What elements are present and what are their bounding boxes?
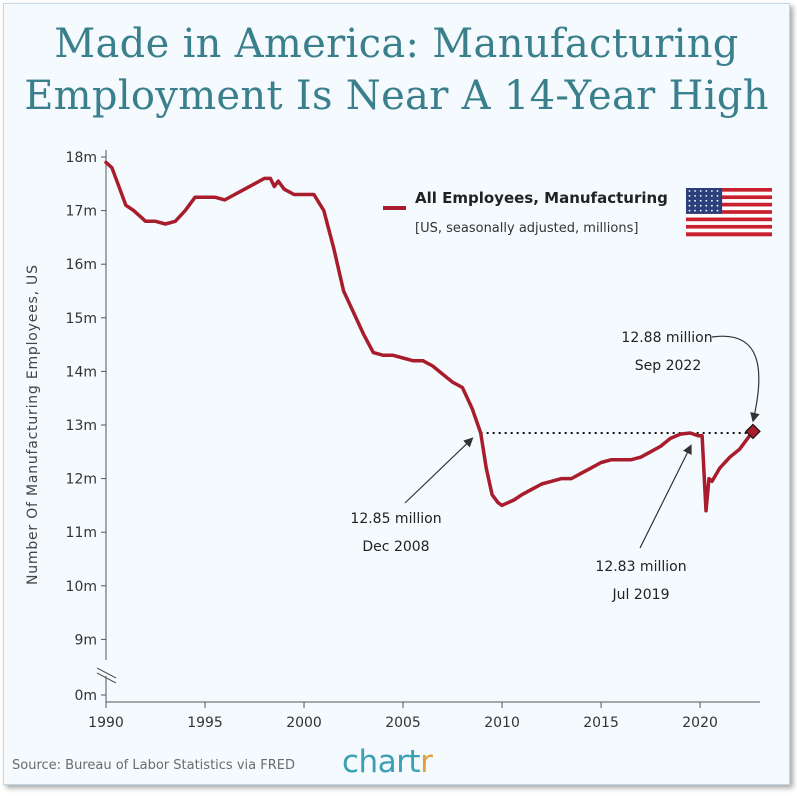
annotation-value-label: 12.85 million <box>350 511 441 527</box>
y-tick-label: 10m <box>66 579 97 595</box>
annotation-date-label: Jul 2019 <box>612 587 670 603</box>
us-flag-icon <box>686 188 772 237</box>
legend-sublabel: [US, seasonally adjusted, millions] <box>415 221 638 236</box>
annotation-value-label: 12.83 million <box>595 559 686 575</box>
y-tick-label: 12m <box>66 472 97 488</box>
y-axis-title: Number Of Manufacturing Employees, US <box>25 265 41 585</box>
source-note: Source: Bureau of Labor Statistics via F… <box>12 758 295 773</box>
y-tick-label: 16m <box>66 257 97 273</box>
axis-break-mark <box>96 672 117 684</box>
annotation-value-label: 12.88 million <box>621 330 712 346</box>
annotation-date-label: Dec 2008 <box>362 539 429 555</box>
chart-title: Made in America: Manufacturing Employmen… <box>4 18 789 122</box>
annotation-arrow <box>404 437 474 504</box>
y-tick-label: 9m <box>74 632 97 648</box>
endpoint-marker <box>745 423 761 440</box>
logo-accent-text: r <box>420 744 433 780</box>
axis-break-mark <box>96 667 117 679</box>
x-tick-label: 2010 <box>484 715 520 731</box>
chart-card: Made in America: Manufacturing Employmen… <box>3 3 790 785</box>
y-tick-label: 14m <box>66 364 97 380</box>
x-tick-label: 2015 <box>583 715 619 731</box>
annotation-arrow <box>711 335 760 423</box>
y-tick-label: 13m <box>66 418 97 434</box>
x-tick-label: 2005 <box>385 715 421 731</box>
y-tick-label: 17m <box>66 204 97 220</box>
x-tick-label: 1995 <box>187 715 223 731</box>
x-tick-label: 2020 <box>682 715 718 731</box>
series-line <box>104 160 755 513</box>
annotation-arrow <box>639 444 692 549</box>
legend-label: All Employees, Manufacturing <box>415 189 668 207</box>
y-tick-label: 11m <box>66 525 97 541</box>
chartr-logo: chartr <box>342 744 433 780</box>
x-tick-label: 1990 <box>88 715 124 731</box>
y-tick-label: 15m <box>66 311 97 327</box>
title-line-1: Made in America: Manufacturing <box>54 21 739 67</box>
y-tick-label: 0m <box>74 688 97 704</box>
annotation-date-label: Sep 2022 <box>635 358 701 374</box>
title-line-2: Employment Is Near A 14-Year High <box>24 73 769 119</box>
x-tick-label: 2000 <box>286 715 322 731</box>
logo-main-text: chart <box>342 744 421 780</box>
y-tick-label: 18m <box>66 150 97 166</box>
